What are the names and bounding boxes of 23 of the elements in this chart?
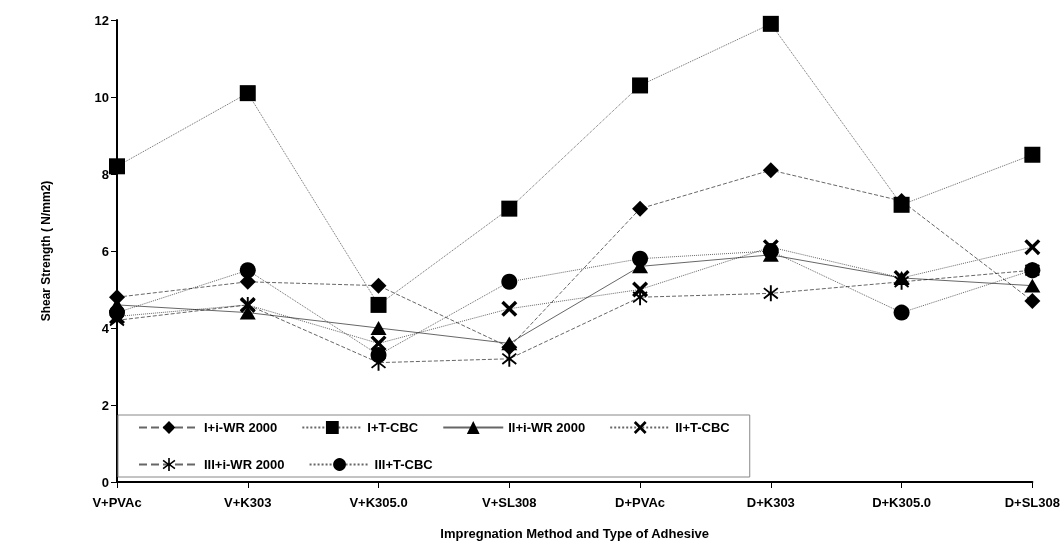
- legend-label: I+i-WR 2000: [204, 420, 278, 435]
- y-tick-label: 12: [94, 12, 109, 28]
- legend-label: II+T-CBC: [675, 420, 731, 435]
- x-tick-label: V+PVAc: [92, 495, 142, 510]
- y-tick-label: 10: [94, 89, 109, 105]
- x-axis-title: Impregnation Method and Type of Adhesive: [440, 526, 710, 541]
- y-tick-label: 0: [101, 474, 109, 490]
- x-tick-label: D+SL308: [1004, 495, 1061, 510]
- legend-label: I+T-CBC: [367, 420, 419, 435]
- y-tick-label: 8: [101, 166, 109, 182]
- x-tick-label: V+K305.0: [349, 495, 408, 510]
- y-axis-title: Shear Strength ( N/mm2): [39, 180, 53, 322]
- x-tick-label: D+K303: [746, 495, 795, 510]
- legend-label: II+i-WR 2000: [508, 420, 586, 435]
- y-tick-label: 2: [101, 397, 109, 413]
- y-tick-label: 4: [101, 320, 110, 336]
- legend-label: III+T-CBC: [374, 457, 434, 472]
- x-tick-label: V+SL308: [482, 495, 537, 510]
- legend-label: III+i-WR 2000: [204, 457, 285, 472]
- x-tick-label: V+K303: [224, 495, 272, 510]
- x-tick-label: D+K305.0: [872, 495, 932, 510]
- x-tick-label: D+PVAc: [615, 495, 666, 510]
- y-tick-label: 6: [101, 243, 109, 259]
